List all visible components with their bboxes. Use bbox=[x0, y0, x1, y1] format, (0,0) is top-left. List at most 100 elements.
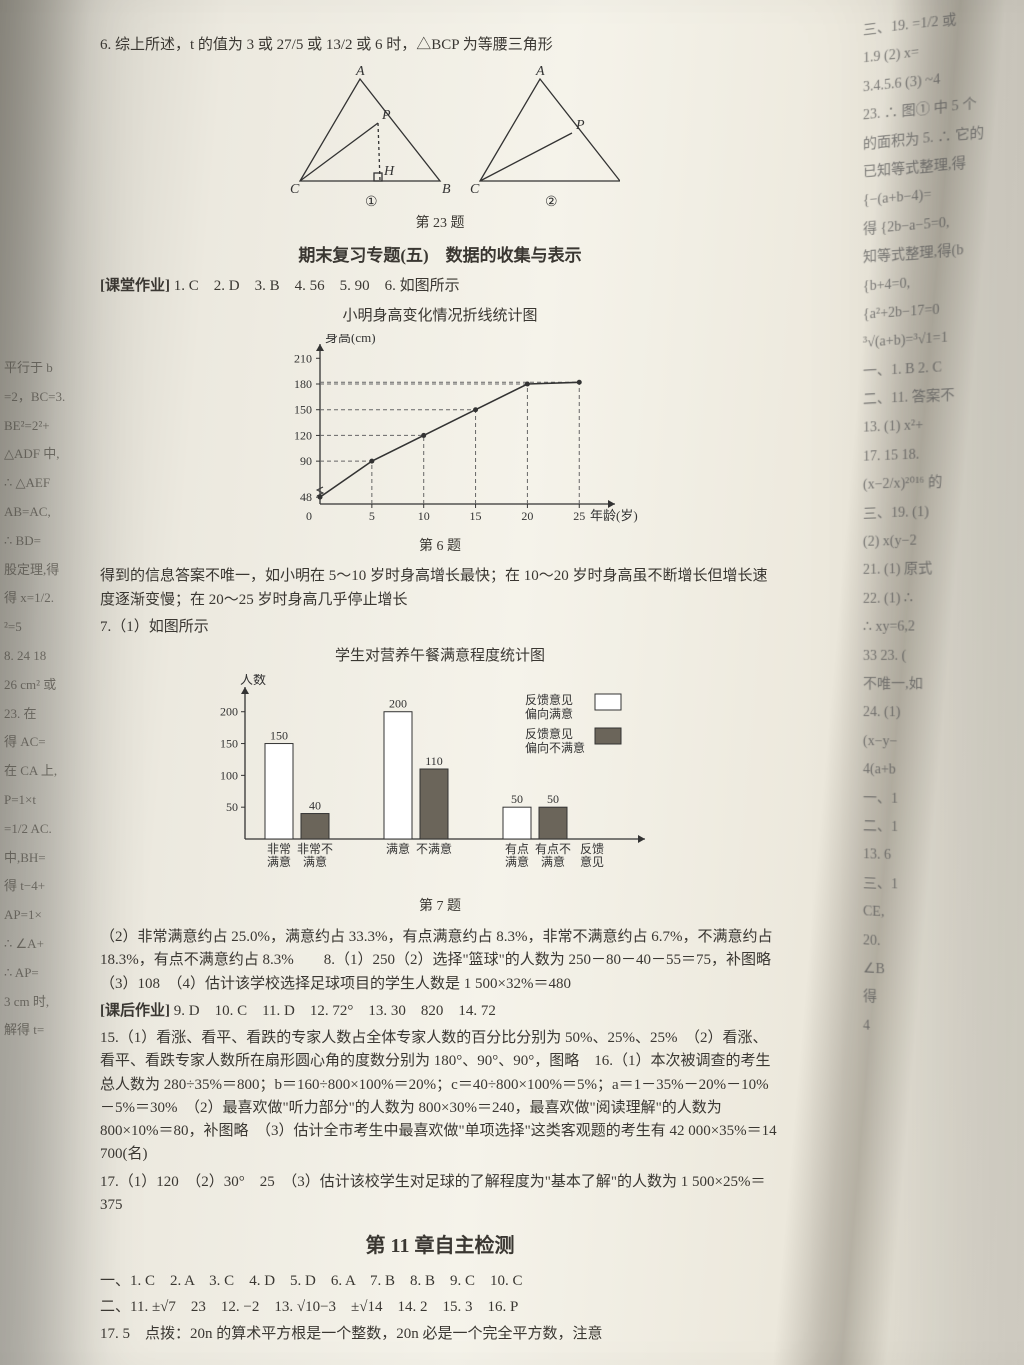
left-fragment: ∴ ∠A+ bbox=[4, 934, 99, 955]
svg-text:50: 50 bbox=[547, 793, 559, 807]
after-homework: [课后作业] 9. D 10. C 11. D 12. 72° 13. 30 8… bbox=[100, 1000, 780, 1023]
svg-text:满意: 满意 bbox=[505, 854, 529, 869]
svg-text:人数: 人数 bbox=[240, 674, 266, 687]
svg-text:B: B bbox=[442, 182, 451, 197]
line-chart-note: 得到的信息答案不唯一，如小明在 5～10 岁时身高增长最快；在 10～20 岁时… bbox=[100, 565, 780, 612]
left-fragment: 中,BH= bbox=[4, 848, 99, 869]
svg-text:偏向不满意: 偏向不满意 bbox=[525, 740, 585, 755]
right-fragment: ∴ xy=6,2 bbox=[863, 615, 1022, 639]
line-chart-title: 小明身高变化情况折线统计图 bbox=[100, 305, 780, 328]
triangles-figure: A C B P H A C B P ① ② bbox=[260, 61, 620, 211]
svg-text:P: P bbox=[381, 108, 391, 123]
svg-text:①: ① bbox=[365, 195, 378, 210]
right-fragment: 得 bbox=[863, 987, 1022, 1018]
after-hw-line1: 9. D 10. C 11. D 12. 72° 13. 30 820 14. … bbox=[174, 1003, 496, 1019]
q7-intro: 7.（1）如图所示 bbox=[100, 616, 780, 639]
svg-text:150: 150 bbox=[220, 737, 238, 751]
svg-text:90: 90 bbox=[300, 454, 312, 468]
svg-text:满意: 满意 bbox=[303, 854, 327, 869]
section5-title: 期末复习专题(五) 数据的收集与表示 bbox=[100, 243, 780, 269]
svg-text:偏向满意: 偏向满意 bbox=[525, 706, 573, 721]
svg-text:50: 50 bbox=[226, 801, 238, 815]
left-fragment: ∴ BD= bbox=[4, 531, 99, 552]
right-fragment: (x−2/x)²⁰¹⁶ 的 bbox=[863, 469, 1022, 497]
after-hw-label: [课后作业] bbox=[100, 1003, 170, 1019]
left-fragment: ²=5 bbox=[4, 617, 99, 638]
right-fragment: CE, bbox=[863, 901, 1022, 930]
svg-text:48: 48 bbox=[300, 490, 312, 504]
left-fragment: =1/2 AC. bbox=[4, 819, 99, 840]
svg-text:意见: 意见 bbox=[580, 854, 604, 869]
svg-text:非常: 非常 bbox=[267, 842, 291, 856]
q7-part2: （2）非常满意约占 25.0%，满意约占 33.3%，有点满意约占 8.3%，非… bbox=[100, 926, 780, 996]
left-fragment: 平行于 b bbox=[4, 358, 99, 379]
svg-text:120: 120 bbox=[294, 428, 312, 442]
svg-text:150: 150 bbox=[270, 729, 288, 743]
svg-text:反馈意见: 反馈意见 bbox=[525, 692, 573, 707]
class-homework: [课堂作业] 1. C 2. D 3. B 4. 56 5. 90 6. 如图所… bbox=[100, 275, 780, 298]
main-column: 6. 综上所述，t 的值为 3 或 27/5 或 13/2 或 6 时，△BCP… bbox=[100, 30, 780, 1349]
after-hw-15: 15.（1）看涨、看平、看跌的专家人数占全体专家人数的百分比分别为 50%、25… bbox=[100, 1027, 780, 1167]
svg-text:A: A bbox=[355, 64, 365, 79]
right-fragment: (2) x(y−2 bbox=[863, 528, 1022, 555]
svg-text:非常不: 非常不 bbox=[297, 842, 333, 856]
right-fragment: 4 bbox=[863, 1015, 1022, 1047]
left-fragment: 解得 t= bbox=[4, 1020, 99, 1041]
svg-text:110: 110 bbox=[425, 754, 443, 768]
left-fragment: 得 x=1/2. bbox=[4, 588, 99, 609]
svg-text:200: 200 bbox=[389, 697, 407, 711]
q6-summary: 6. 综上所述，t 的值为 3 或 27/5 或 13/2 或 6 时，△BCP… bbox=[100, 34, 780, 57]
svg-text:0: 0 bbox=[306, 509, 312, 523]
right-page-fragments: 三、19. =1/2 或1.9 (2) x=3.4.5.6 (3) ~423. … bbox=[857, 0, 1024, 1365]
svg-text:有点不: 有点不 bbox=[535, 842, 571, 856]
right-fragment: 不唯一,如 bbox=[863, 674, 1022, 697]
right-fragment: 22. (1) ∴ bbox=[863, 586, 1022, 611]
svg-text:年龄(岁): 年龄(岁) bbox=[590, 508, 638, 523]
svg-text:不满意: 不满意 bbox=[416, 841, 452, 856]
ch11-title: 第 11 章自主检测 bbox=[100, 1231, 780, 1262]
svg-text:满意: 满意 bbox=[386, 841, 410, 856]
svg-text:40: 40 bbox=[309, 799, 321, 813]
left-fragment: △ADF 中, bbox=[4, 444, 99, 465]
right-fragment: 一、1 bbox=[863, 788, 1022, 814]
left-fragment: ∴ AP= bbox=[4, 963, 99, 984]
right-fragment: 33 23. ( bbox=[863, 644, 1022, 668]
right-fragment: 知等式整理,得(b bbox=[863, 236, 1022, 271]
svg-text:身高(cm): 身高(cm) bbox=[325, 334, 376, 345]
after-hw-17: 17.（1）120 （2）30° 25 （3）估计该校学生对足球的了解程度为"基… bbox=[100, 1171, 780, 1218]
fig23-caption: 第 23 题 bbox=[100, 213, 780, 235]
svg-text:10: 10 bbox=[418, 509, 430, 523]
ch11-line1: 一、1. C 2. A 3. C 4. D 5. D 6. A 7. B 8. … bbox=[100, 1270, 780, 1293]
svg-text:20: 20 bbox=[521, 509, 533, 523]
left-fragment: 23. 在 bbox=[4, 704, 99, 725]
right-fragment: ∠B bbox=[863, 958, 1022, 989]
left-fragment: 得 t−4+ bbox=[4, 876, 99, 897]
line-chart-caption: 第 6 题 bbox=[100, 536, 780, 558]
class-hw-label: [课堂作业] bbox=[100, 278, 170, 294]
left-fragment: ∴ △AEF bbox=[4, 473, 99, 494]
svg-text:反馈意见: 反馈意见 bbox=[525, 726, 573, 741]
svg-text:②: ② bbox=[545, 195, 558, 210]
right-fragment: 13. (1) x²+ bbox=[863, 411, 1022, 441]
right-fragment: 13. 6 bbox=[863, 844, 1022, 871]
ch11-line3: 17. 5 点拨：20n 的算术平方根是一个整数，20n 必是一个完全平方数，注… bbox=[100, 1323, 780, 1346]
svg-text:满意: 满意 bbox=[267, 854, 291, 869]
right-fragment: 17. 15 18. bbox=[863, 440, 1022, 469]
left-fragment: AP=1× bbox=[4, 905, 99, 926]
bar-chart-title: 学生对营养午餐满意程度统计图 bbox=[100, 645, 780, 668]
left-fragment: 8. 24 18 bbox=[4, 646, 99, 667]
right-fragment: ³√(a+b)=³√1=1 bbox=[863, 323, 1022, 355]
svg-text:反馈: 反馈 bbox=[580, 842, 604, 856]
svg-text:150: 150 bbox=[294, 402, 312, 416]
right-fragment: 一、1. B 2. C bbox=[863, 352, 1022, 383]
right-fragment: {a²+2b−17=0 bbox=[863, 294, 1022, 327]
svg-text:100: 100 bbox=[220, 769, 238, 783]
ch11-line2: 二、11. ±√7 23 12. −2 13. √10−3 ±√14 14. 2… bbox=[100, 1296, 780, 1319]
svg-text:15: 15 bbox=[470, 509, 482, 523]
right-fragment: {b+4=0, bbox=[863, 265, 1022, 299]
svg-text:满意: 满意 bbox=[541, 854, 565, 869]
left-fragment: P=1×t bbox=[4, 790, 99, 811]
svg-text:C: C bbox=[470, 182, 480, 197]
right-fragment: 二、11. 答案不 bbox=[863, 382, 1022, 413]
svg-text:P: P bbox=[575, 118, 585, 133]
